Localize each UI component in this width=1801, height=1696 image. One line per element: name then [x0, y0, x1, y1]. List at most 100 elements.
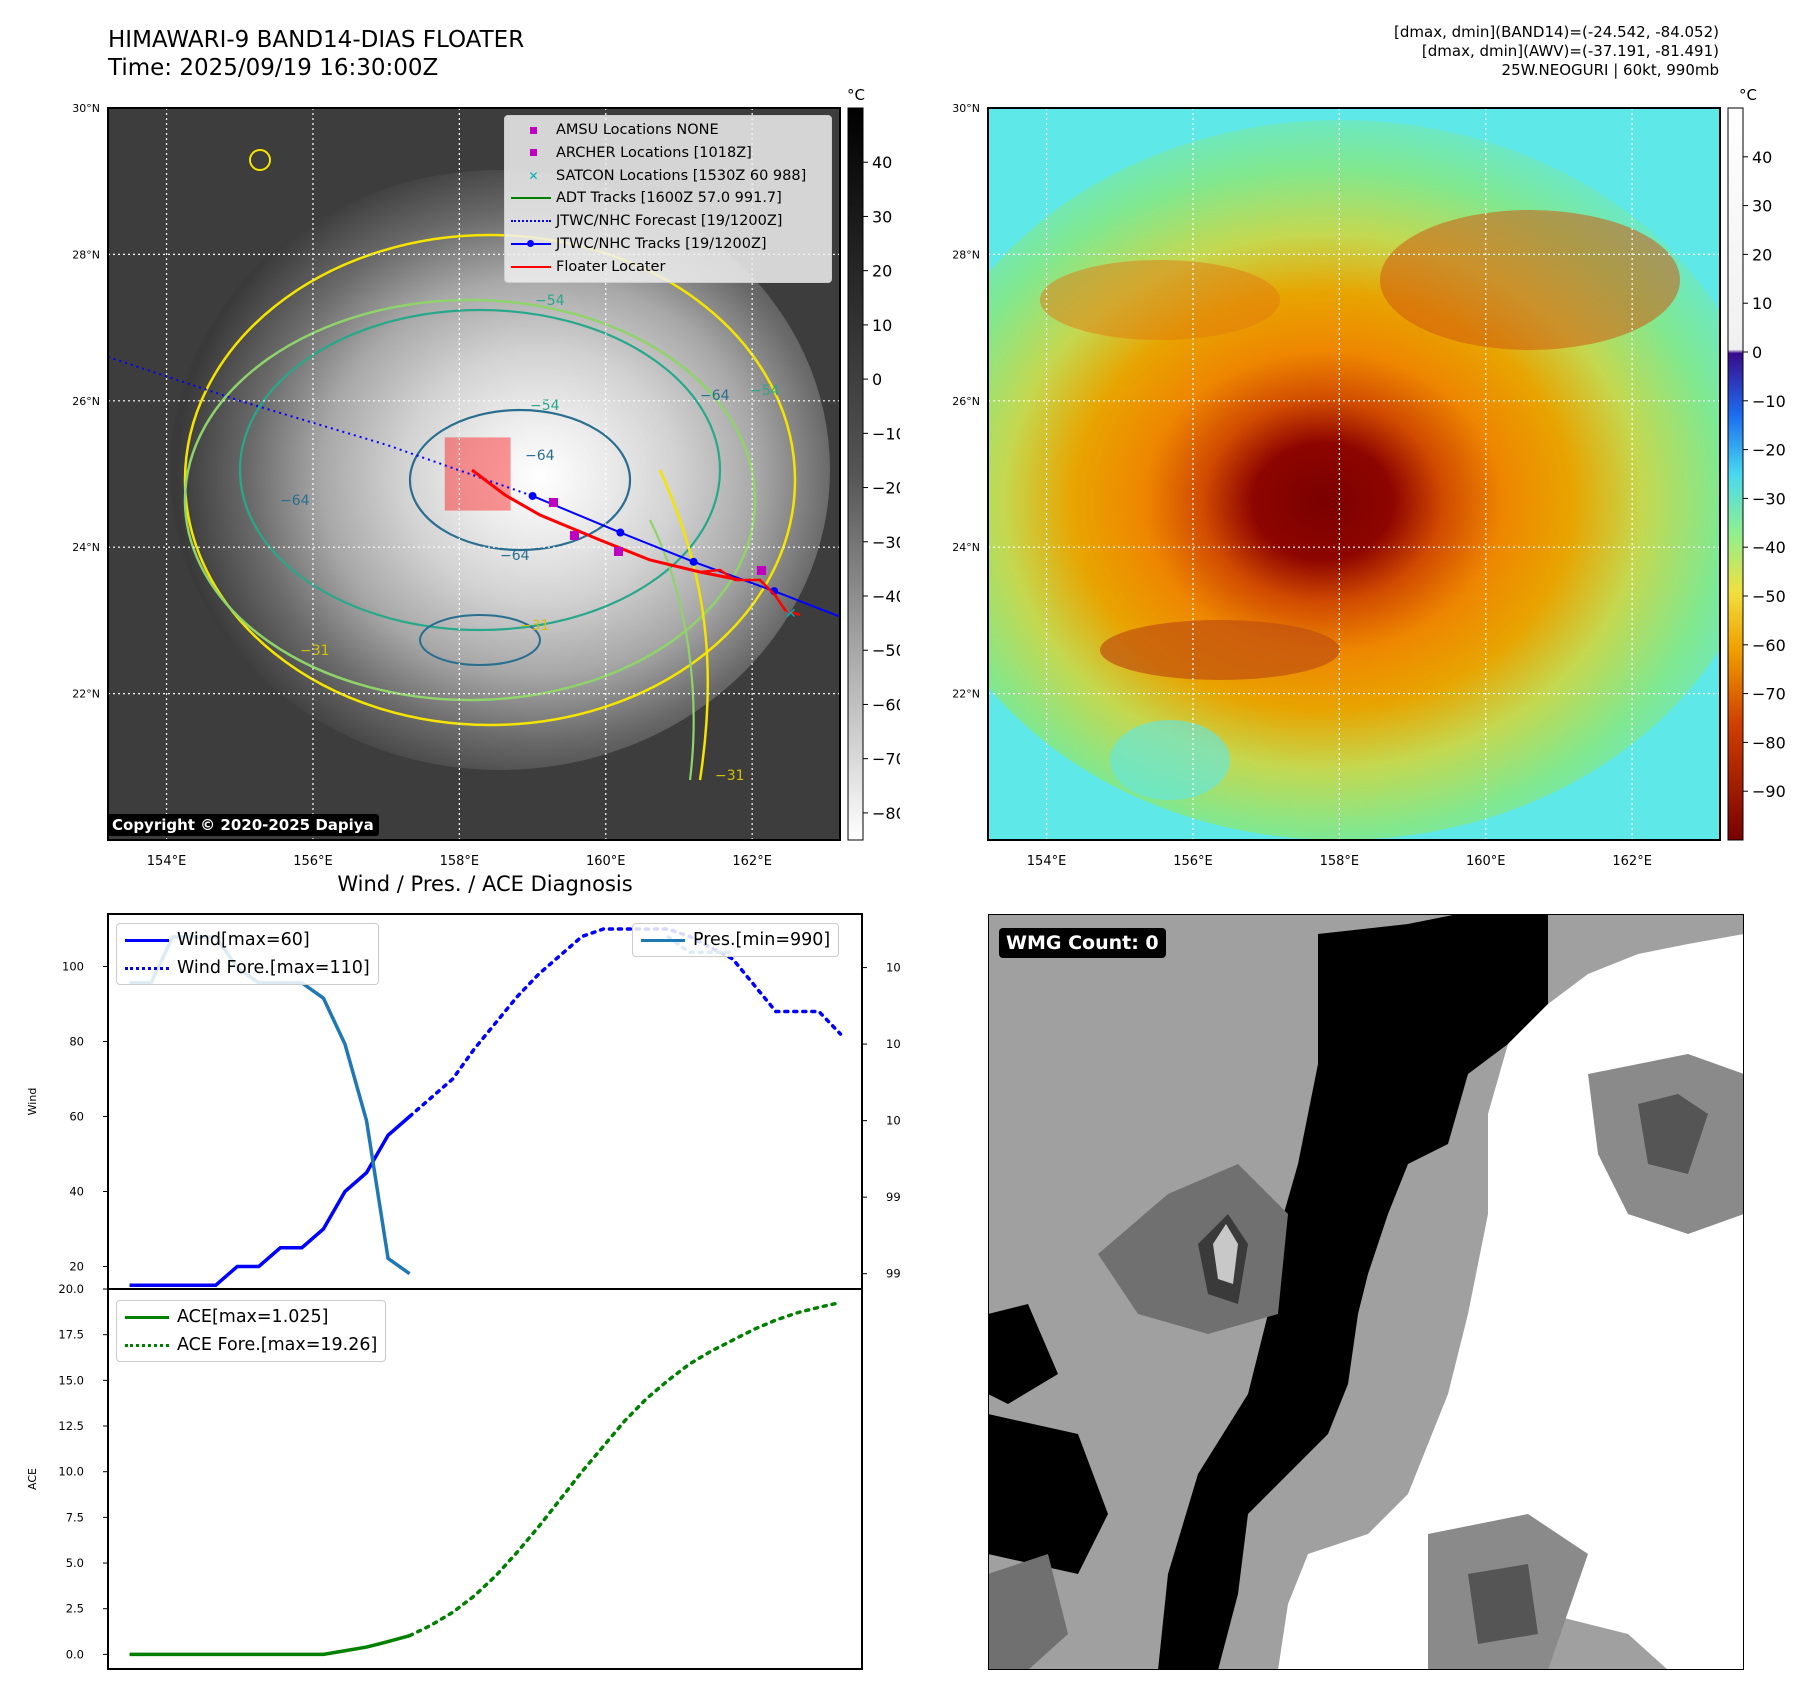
colorbar-tick: −80 [872, 804, 900, 823]
y-tick-label: 20.0 [58, 1282, 84, 1296]
contour-label: −54 [750, 383, 780, 399]
colorbar-tick: −70 [872, 750, 900, 769]
colorbar-tick: 30 [1752, 197, 1772, 216]
y-tick-label: 10.0 [58, 1465, 84, 1479]
awv-gridlines [988, 108, 1720, 840]
colorbar-tick: 40 [872, 153, 892, 172]
info-band14-range: [dmax, dmin](BAND14)=(-24.542, -84.052) [1394, 23, 1719, 41]
lat-label: 28°N [952, 248, 980, 261]
track-point [528, 491, 537, 500]
colorbar-tick: −90 [1752, 782, 1786, 801]
colorbar-tick: −20 [1752, 441, 1786, 460]
awv-lat-labels: 30°N 28°N 26°N 24°N 22°N [952, 102, 980, 701]
track-point [689, 557, 698, 566]
legend-pressure: Pres.[min=990] [641, 926, 830, 954]
colorbar-tick: −10 [872, 424, 900, 443]
legend-wind-forecast: Wind Fore.[max=110] [125, 954, 370, 982]
y-tick-label: 0.0 [66, 1647, 84, 1661]
wind-pressure-chart: 20406080100Wind990995100010051010Pressur… [26, 913, 900, 1670]
legend-entry: ADT Tracks [1600Z 57.0 991.7] [511, 187, 825, 210]
lon-label: 162°E [1612, 854, 1652, 869]
lat-label: 30°N [72, 102, 100, 115]
ace-legend: ACE[max=1.025] ACE Fore.[max=19.26] [116, 1300, 387, 1362]
diagnosis-title: Wind / Pres. / ACE Diagnosis [337, 872, 633, 896]
y-tick-label: 7.5 [66, 1510, 84, 1524]
ir-legend: AMSU Locations NONE ARCHER Locations [101… [504, 115, 832, 283]
legend-entry: JTWC/NHC Tracks [19/1200Z] [511, 233, 825, 256]
lat-label: 22°N [952, 688, 980, 701]
contour-label: −64 [525, 448, 555, 464]
colorbar-tick: −30 [872, 533, 900, 552]
legend-entry: AMSU Locations NONE [511, 119, 825, 142]
y-tick-label: 17.5 [58, 1328, 84, 1342]
copyright-badge: Copyright © 2020-2025 Dapiya [107, 814, 379, 836]
y-tick-label: 80 [69, 1035, 84, 1049]
wmg-panel [988, 914, 1744, 1670]
contour-label: −64 [280, 493, 310, 509]
series-line [129, 1633, 411, 1657]
ir-lon-labels: 154°E 156°E 158°E 160°E 162°E [147, 854, 772, 869]
figure-title-line2: Time: 2025/09/19 16:30:00Z [108, 55, 439, 81]
y2-tick-label: 990 [886, 1267, 900, 1281]
ir-colorbar [847, 107, 864, 841]
colorbar-tick: 20 [1752, 245, 1772, 264]
colorbar-tick: 0 [1752, 343, 1762, 362]
colorbar-tick: 10 [872, 316, 892, 335]
y-tick-label: 100 [62, 960, 84, 974]
awv-colorbar [1727, 107, 1744, 841]
pressure-legend: Pres.[min=990] [632, 923, 840, 957]
awv-colorbar-unit: °C [1739, 86, 1757, 104]
lon-label: 162°E [732, 854, 772, 869]
lat-label: 24°N [952, 541, 980, 554]
series-line [129, 935, 411, 1276]
colorbar-tick: −50 [872, 641, 900, 660]
series-line [407, 1300, 843, 1638]
colorbar-tick: 10 [1752, 294, 1772, 313]
colorbar-tick: −10 [1752, 392, 1786, 411]
y-tick-label: 12.5 [58, 1419, 84, 1433]
colorbar-tick: −20 [872, 479, 900, 498]
jtwc-track-points [528, 491, 779, 596]
awv-colorbar-ticks: 40 30 20 10 0 −10 −20 −30 −40 −50 −60 −70 −80 −90 [1743, 148, 1786, 801]
contour-label: −64 [700, 388, 730, 404]
legend-ace-forecast: ACE Fore.[max=19.26] [125, 1331, 377, 1359]
archer-location-marker [757, 566, 766, 575]
colorbar-tick: −40 [872, 587, 900, 606]
floater-locater-track-tail [699, 568, 801, 617]
satcon-location-marker: ✕ [785, 606, 797, 622]
wind-legend: Wind[max=60] Wind Fore.[max=110] [116, 923, 379, 985]
figure-title-line1: HIMAWARI-9 BAND14-DIAS FLOATER [108, 27, 525, 53]
contour-label: −31 [715, 768, 745, 784]
info-awv-range: [dmax, dmin](AWV)=(-37.191, -81.491) [1421, 42, 1719, 60]
ir-colorbar-ticks: 40 30 20 10 0 −10 −20 −30 −40 −50 −60 −70 −80 [863, 153, 900, 823]
y2-tick-label: 995 [886, 1190, 900, 1204]
legend-entry: ARCHER Locations [1018Z] [511, 142, 825, 165]
lat-label: 24°N [72, 541, 100, 554]
lon-label: 160°E [1466, 854, 1506, 869]
legend-entry: JTWC/NHC Forecast [19/1200Z] [511, 210, 825, 233]
ir-lat-labels: 30°N 28°N 26°N 24°N 22°N [72, 102, 100, 701]
legend-wind: Wind[max=60] [125, 926, 370, 954]
legend-ace: ACE[max=1.025] [125, 1303, 377, 1331]
lon-label: 156°E [1173, 854, 1213, 869]
colorbar-tick: 0 [872, 370, 882, 389]
y-tick-label: 60 [69, 1110, 84, 1124]
colorbar-tick: −70 [1752, 685, 1786, 704]
archer-location-marker [570, 531, 579, 540]
contour-label: −54 [530, 398, 560, 414]
lat-label: 26°N [952, 395, 980, 408]
lon-label: 158°E [1320, 854, 1360, 869]
lon-label: 160°E [586, 854, 626, 869]
archer-location-marker [549, 498, 558, 507]
awv-lon-labels: 154°E 156°E 158°E 160°E 162°E [1027, 854, 1652, 869]
lon-label: 158°E [440, 854, 480, 869]
lon-label: 156°E [293, 854, 333, 869]
lat-label: 26°N [72, 395, 100, 408]
series-line [407, 927, 843, 1119]
track-point [616, 528, 625, 537]
colorbar-tick: 30 [872, 207, 892, 226]
colorbar-tick: −60 [1752, 636, 1786, 655]
contour-label: −64 [500, 548, 530, 564]
ir-colorbar-unit: °C [847, 86, 865, 104]
